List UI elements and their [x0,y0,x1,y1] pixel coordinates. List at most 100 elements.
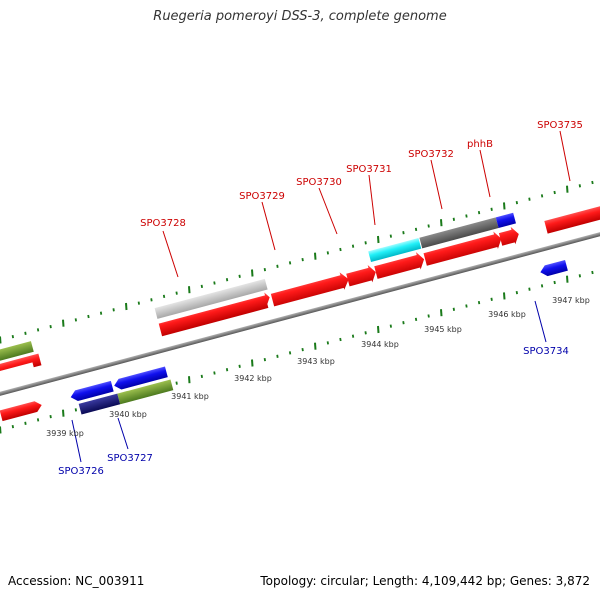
gene-label[interactable]: SPO3731 [346,164,392,175]
gene-feature-gray[interactable] [154,278,268,319]
gene-feature-reverse[interactable] [0,400,43,422]
map-title: Ruegeria pomeroyi DSS-3, complete genome [153,9,447,24]
gene-feature-green[interactable] [0,341,34,365]
gene-feature-forward[interactable] [423,230,504,268]
minor-tick [578,274,581,278]
gene-label[interactable]: phhB [467,139,493,150]
minor-tick [137,301,140,305]
minor-tick [553,280,556,285]
major-tick [503,202,506,210]
minor-tick [515,290,518,295]
major-tick [377,235,380,244]
minor-tick [326,251,329,255]
minor-tick [465,304,468,308]
major-tick [62,319,65,327]
gene-feature-forward[interactable] [345,263,378,288]
gene-feature-blue[interactable] [495,212,516,229]
gene-label[interactable]: SPO3734 [523,346,569,357]
major-tick [314,252,317,260]
gene-label[interactable]: SPO3729 [239,191,285,202]
minor-tick [427,224,430,228]
gene-feature-forward[interactable] [0,353,42,379]
gene-feature-forward[interactable] [544,200,600,234]
gene-feature-navy[interactable] [78,393,121,415]
minor-tick [213,371,216,375]
minor-tick [74,318,77,322]
scale-labels: 3939 kbp 3940 kbp 3941 kbp 3942 kbp 3943… [46,296,590,438]
minor-tick [301,347,304,352]
minor-tick [263,267,266,272]
minor-tick [389,324,392,328]
major-tick [503,292,506,300]
gene-label[interactable]: SPO3727 [107,453,153,464]
major-tick [377,325,380,334]
minor-tick [288,351,292,355]
minor-tick [74,408,77,412]
major-tick [188,286,191,294]
minor-tick [477,300,481,305]
minor-tick [414,317,418,322]
gene-label[interactable]: SPO3726 [58,466,104,477]
accession-text: Accession: NC_003911 [8,574,145,588]
gene-labels: SPO3728 SPO3729 SPO3730 SPO3731 SPO3732 … [58,120,583,477]
minor-tick [578,184,581,188]
minor-tick [175,291,178,295]
major-tick [62,409,65,417]
gene-feature-forward[interactable] [373,251,426,281]
minor-tick [49,324,52,329]
minor-tick [389,234,392,238]
gene-label[interactable]: SPO3730 [296,177,342,188]
gene-feature-forward[interactable] [158,291,272,337]
minor-tick [339,337,342,342]
minor-tick [540,194,544,198]
scale-label: 3941 kbp [171,392,209,401]
gene-label[interactable]: SPO3728 [140,218,186,229]
minor-tick [87,314,90,319]
gene-label[interactable]: SPO3735 [537,120,583,131]
minor-tick [11,424,14,429]
genome-backbone [0,209,600,419]
minor-tick [213,281,216,285]
gene-label[interactable]: SPO3732 [408,149,454,160]
gene-feature-reverse[interactable] [69,380,114,403]
gene-feature-green[interactable] [117,379,174,405]
gene-feature-reverse[interactable] [539,260,568,278]
minor-tick [339,247,342,252]
minor-tick [553,190,556,195]
gene-feature-reverse[interactable] [113,366,168,391]
minor-tick [225,368,229,372]
scale-label: 3939 kbp [46,429,84,438]
minor-tick [490,207,493,211]
minor-tick [351,244,355,248]
scale-label: 3943 kbp [297,357,335,366]
gene-feature-forward[interactable] [270,271,351,309]
minor-tick [427,314,430,318]
upper-tick-row [0,180,594,344]
gene-feature-cyan[interactable] [368,237,422,262]
minor-tick [364,331,367,335]
major-tick [440,309,443,317]
gene-feature-forward[interactable] [498,225,521,247]
minor-tick [11,334,14,339]
minor-tick [238,274,241,278]
minor-tick [515,200,518,205]
minor-tick [477,210,481,215]
minor-tick [276,354,279,358]
scale-label: 3942 kbp [234,374,272,383]
minor-tick [414,227,418,232]
minor-tick [326,341,329,345]
minor-tick [364,241,367,245]
minor-tick [402,231,405,235]
minor-tick [99,311,103,315]
minor-tick [528,287,531,291]
gene-feature-darkgray[interactable] [419,217,499,249]
minor-tick [24,421,27,425]
minor-tick [528,197,531,201]
minor-tick [150,298,153,302]
minor-tick [112,308,115,312]
minor-tick [49,414,52,419]
gene-features [0,200,600,422]
minor-tick [402,321,405,325]
minor-tick [175,381,178,385]
